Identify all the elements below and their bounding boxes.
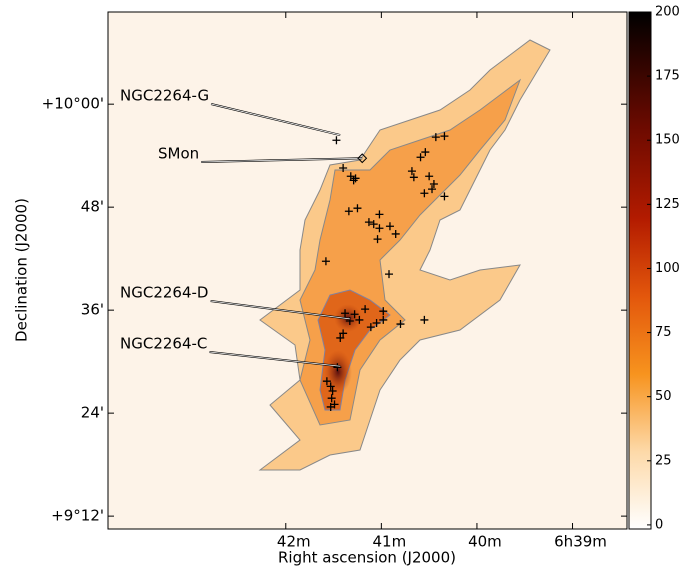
source-marker (407, 167, 416, 176)
y-tick-label: 36' (81, 301, 104, 319)
source-marker (361, 305, 370, 314)
colorbar-tick-label: 125 (655, 197, 680, 212)
sky-image (108, 12, 627, 529)
source-marker (385, 222, 394, 231)
colorbar-tick-label: 75 (655, 325, 672, 340)
colorbar-tick-label: 150 (655, 133, 680, 148)
source-marker (428, 185, 437, 194)
source-marker (379, 315, 388, 324)
source-marker (372, 319, 381, 328)
source-marker (391, 229, 400, 238)
source-marker (339, 164, 348, 173)
annotation-label: NGC2264-D (120, 284, 208, 302)
source-marker (379, 307, 388, 316)
source-marker (350, 310, 359, 319)
annotation-arrow (209, 351, 341, 367)
plot-frame (107, 11, 628, 530)
colorbar-tick-label: 0 (655, 517, 663, 532)
source-marker (328, 386, 337, 395)
source-marker (385, 270, 394, 279)
y-tick-label: 48' (81, 198, 104, 216)
core (324, 350, 352, 394)
source-marker (333, 363, 342, 372)
colorbar-tick-label: 25 (655, 453, 672, 468)
source-marker (353, 204, 362, 213)
source-marker (409, 173, 418, 182)
source-marker (420, 189, 429, 198)
source-marker (421, 148, 430, 157)
annotation-label: SMon (158, 145, 199, 163)
source-marker (375, 224, 384, 233)
annotation-arrow (210, 103, 341, 136)
source-marker (431, 133, 440, 142)
x-tick-label: 40m (468, 533, 502, 551)
source-marker (322, 377, 331, 386)
source-marker (369, 220, 378, 229)
x-tick-label: 41m (373, 533, 407, 551)
source-marker (440, 132, 449, 141)
source-marker (339, 329, 348, 338)
y-tick-label: 24' (81, 404, 104, 422)
x-tick-label: 6h39m (554, 533, 607, 551)
source-marker (326, 382, 335, 391)
source-marker (364, 218, 373, 227)
source-marker (344, 207, 353, 216)
source-marker (420, 315, 429, 324)
colorbar-tick-label: 50 (655, 389, 672, 404)
source-marker (346, 172, 355, 181)
source-marker (341, 309, 350, 318)
y-tick-label: +9°12' (51, 507, 104, 525)
y-axis-label: Declination (J2000) (13, 198, 31, 342)
source-marker (373, 235, 382, 244)
source-marker (425, 172, 434, 181)
annotation-label: NGC2264-G (120, 87, 209, 105)
source-marker (429, 179, 438, 188)
y-tick-label: +10°00' (42, 95, 104, 113)
annotation-arrow (210, 300, 350, 320)
source-marker (355, 315, 364, 324)
source-marker (321, 257, 330, 266)
colorbar-tick-label: 200 (655, 5, 680, 20)
source-marker (336, 333, 345, 342)
source-marker (440, 192, 449, 201)
source-marker (375, 210, 384, 219)
x-axis-label: Right ascension (J2000) (278, 549, 456, 567)
source-marker (326, 402, 335, 411)
source-marker (416, 153, 425, 162)
source-marker (366, 323, 375, 332)
annotation-label: NGC2264-C (120, 335, 207, 353)
colorbar-tick-label: 100 (655, 261, 680, 276)
smon-marker (357, 153, 368, 164)
colorbar-tick-label: 175 (655, 69, 680, 84)
x-tick-label: 42m (277, 533, 311, 551)
source-marker (351, 174, 360, 183)
source-marker (396, 320, 405, 329)
colorbar (628, 11, 652, 530)
source-marker (332, 136, 341, 145)
source-marker (327, 394, 336, 403)
annotation-arrow (201, 157, 363, 163)
